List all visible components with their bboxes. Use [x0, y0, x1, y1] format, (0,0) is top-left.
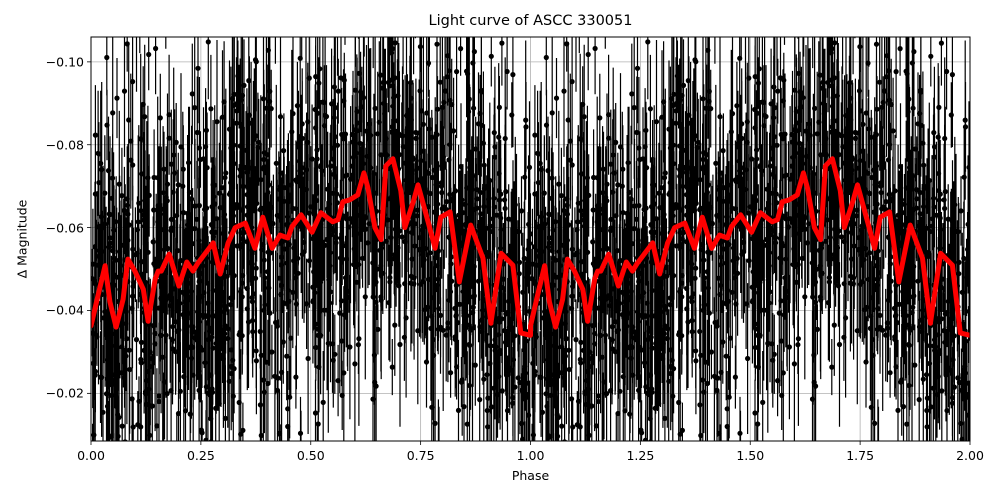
- chart-title: Light curve of ASCC 330051: [428, 13, 633, 29]
- y-tick-label: −0.02: [45, 385, 84, 401]
- tick-marks: [87, 61, 971, 445]
- x-tick-label: 0.50: [296, 448, 325, 463]
- y-tick-label: −0.04: [45, 302, 84, 318]
- x-tick-label: 1.75: [846, 448, 875, 463]
- model-curve: [91, 156, 970, 338]
- observation-points: [91, 37, 970, 441]
- x-tick-label: 1.25: [626, 448, 655, 463]
- y-tick-label: −0.10: [45, 54, 84, 70]
- x-tick-label: 0.25: [186, 448, 215, 463]
- x-axis-label: Phase: [511, 468, 550, 483]
- y-tick-label: −0.06: [45, 220, 84, 236]
- y-axis-label: Δ Magnitude: [14, 199, 30, 279]
- x-tick-label: 1.00: [516, 448, 545, 463]
- y-tick-label: −0.08: [45, 137, 84, 153]
- x-tick-label: 0.00: [77, 448, 105, 463]
- x-tick-label: 1.50: [736, 448, 765, 463]
- x-tick-label: 2.00: [956, 448, 984, 463]
- x-tick-label: 0.75: [406, 448, 435, 463]
